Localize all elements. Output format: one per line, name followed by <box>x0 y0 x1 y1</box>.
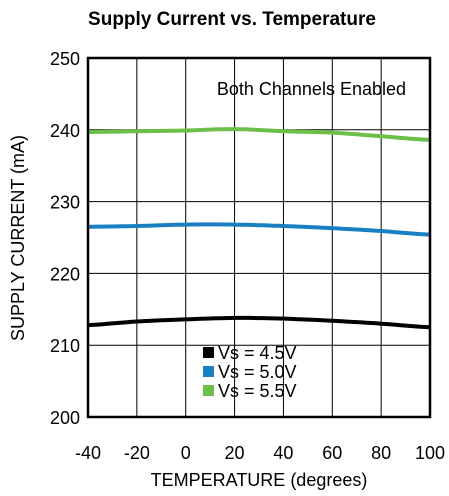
gridlines <box>88 58 430 417</box>
legend-swatch-2 <box>203 366 214 377</box>
annotation-label: Both Channels Enabled <box>217 79 406 99</box>
y-axis-label: SUPPLY CURRENT (mA) <box>8 135 28 341</box>
y-tick-label: 210 <box>50 336 80 356</box>
y-tick-label: 230 <box>50 193 80 213</box>
legend-swatch-1 <box>203 347 214 358</box>
series-line-2 <box>88 222 431 237</box>
series-lines <box>87 127 431 330</box>
y-tick-labels: 200 210 220 230 240 250 <box>50 49 80 428</box>
x-tick-label: 100 <box>415 443 445 463</box>
x-tick-label: -20 <box>124 443 150 463</box>
y-tick-label: 250 <box>50 49 80 69</box>
legend-label-1: Vs = 4.5V <box>218 343 297 363</box>
x-tick-label: -40 <box>75 443 101 463</box>
x-tick-label: 0 <box>181 443 191 463</box>
y-tick-label: 220 <box>50 264 80 284</box>
x-tick-label: 40 <box>273 443 293 463</box>
series-line-3 <box>87 127 431 142</box>
series-line-1 <box>87 315 431 330</box>
legend-label-3: Vs = 5.5V <box>218 381 297 401</box>
x-tick-labels: -40 -20 0 20 40 60 80 100 <box>75 443 445 463</box>
y-tick-label: 200 <box>50 408 80 428</box>
plot-frame <box>86 56 432 419</box>
x-tick-label: 60 <box>322 443 342 463</box>
legend-swatch-3 <box>203 385 214 396</box>
x-axis-label: TEMPERATURE (degrees) <box>151 470 368 490</box>
chart-title: Supply Current vs. Temperature <box>88 9 376 30</box>
x-tick-label: 80 <box>371 443 391 463</box>
legend-label-2: Vs = 5.0V <box>218 362 297 382</box>
y-tick-label: 240 <box>50 121 80 141</box>
x-tick-label: 20 <box>225 443 245 463</box>
